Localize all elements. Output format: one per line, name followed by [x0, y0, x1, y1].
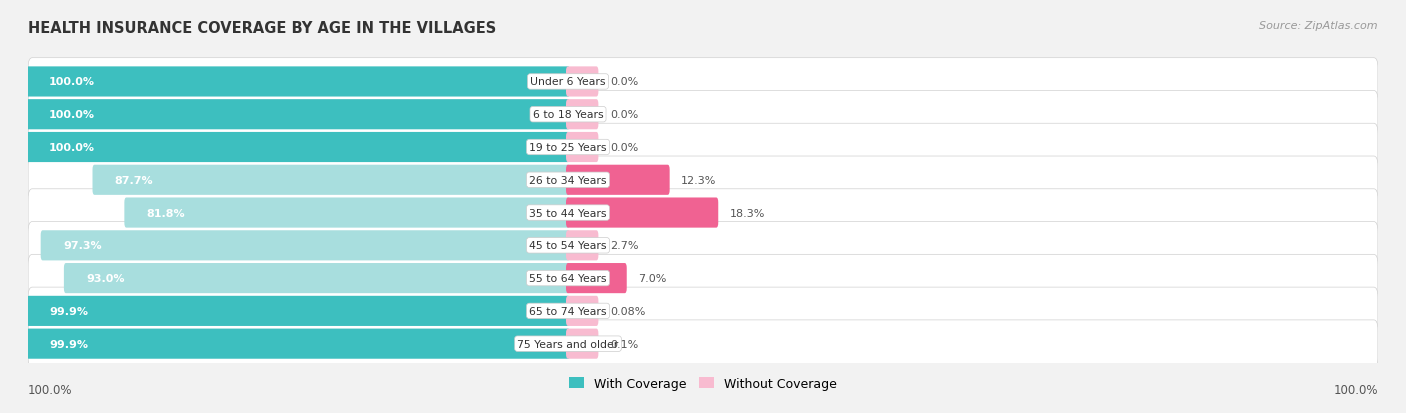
FancyBboxPatch shape — [28, 255, 1378, 302]
FancyBboxPatch shape — [567, 296, 599, 326]
FancyBboxPatch shape — [27, 67, 569, 97]
FancyBboxPatch shape — [93, 165, 569, 195]
Text: 75 Years and older: 75 Years and older — [517, 339, 619, 349]
Text: 99.9%: 99.9% — [49, 306, 89, 316]
Text: 0.0%: 0.0% — [610, 110, 638, 120]
FancyBboxPatch shape — [41, 231, 569, 261]
Text: 93.0%: 93.0% — [86, 273, 125, 283]
Text: 0.08%: 0.08% — [610, 306, 645, 316]
Text: 2.7%: 2.7% — [610, 241, 638, 251]
FancyBboxPatch shape — [567, 67, 599, 97]
FancyBboxPatch shape — [567, 231, 599, 261]
FancyBboxPatch shape — [28, 222, 1378, 269]
Text: 100.0%: 100.0% — [28, 384, 73, 396]
FancyBboxPatch shape — [28, 287, 1378, 335]
FancyBboxPatch shape — [28, 320, 1378, 368]
FancyBboxPatch shape — [63, 263, 569, 294]
Text: 55 to 64 Years: 55 to 64 Years — [529, 273, 607, 283]
FancyBboxPatch shape — [567, 329, 599, 359]
Text: 100.0%: 100.0% — [48, 77, 94, 87]
FancyBboxPatch shape — [567, 100, 599, 130]
FancyBboxPatch shape — [567, 263, 627, 294]
FancyBboxPatch shape — [27, 296, 569, 326]
Text: Source: ZipAtlas.com: Source: ZipAtlas.com — [1260, 21, 1378, 31]
Text: 81.8%: 81.8% — [146, 208, 186, 218]
FancyBboxPatch shape — [27, 133, 569, 163]
Text: 0.0%: 0.0% — [610, 142, 638, 153]
FancyBboxPatch shape — [28, 157, 1378, 204]
Text: 12.3%: 12.3% — [681, 176, 717, 185]
Text: 45 to 54 Years: 45 to 54 Years — [529, 241, 607, 251]
Text: 0.0%: 0.0% — [610, 77, 638, 87]
Text: 26 to 34 Years: 26 to 34 Years — [529, 176, 607, 185]
FancyBboxPatch shape — [27, 100, 569, 130]
Text: 97.3%: 97.3% — [63, 241, 101, 251]
Text: 19 to 25 Years: 19 to 25 Years — [529, 142, 607, 153]
FancyBboxPatch shape — [28, 189, 1378, 237]
FancyBboxPatch shape — [28, 124, 1378, 171]
FancyBboxPatch shape — [27, 329, 569, 359]
Text: 7.0%: 7.0% — [638, 273, 666, 283]
Text: 0.1%: 0.1% — [610, 339, 638, 349]
Text: 18.3%: 18.3% — [730, 208, 765, 218]
FancyBboxPatch shape — [567, 198, 718, 228]
FancyBboxPatch shape — [567, 133, 599, 163]
Text: HEALTH INSURANCE COVERAGE BY AGE IN THE VILLAGES: HEALTH INSURANCE COVERAGE BY AGE IN THE … — [28, 21, 496, 36]
FancyBboxPatch shape — [28, 59, 1378, 106]
Text: 100.0%: 100.0% — [48, 110, 94, 120]
Legend: With Coverage, Without Coverage: With Coverage, Without Coverage — [564, 372, 842, 395]
Text: 100.0%: 100.0% — [48, 142, 94, 153]
Text: 99.9%: 99.9% — [49, 339, 89, 349]
Text: 100.0%: 100.0% — [1333, 384, 1378, 396]
Text: 87.7%: 87.7% — [115, 176, 153, 185]
FancyBboxPatch shape — [567, 165, 669, 195]
FancyBboxPatch shape — [28, 91, 1378, 139]
Text: 6 to 18 Years: 6 to 18 Years — [533, 110, 603, 120]
Text: 65 to 74 Years: 65 to 74 Years — [529, 306, 607, 316]
FancyBboxPatch shape — [124, 198, 569, 228]
Text: 35 to 44 Years: 35 to 44 Years — [529, 208, 607, 218]
Text: Under 6 Years: Under 6 Years — [530, 77, 606, 87]
